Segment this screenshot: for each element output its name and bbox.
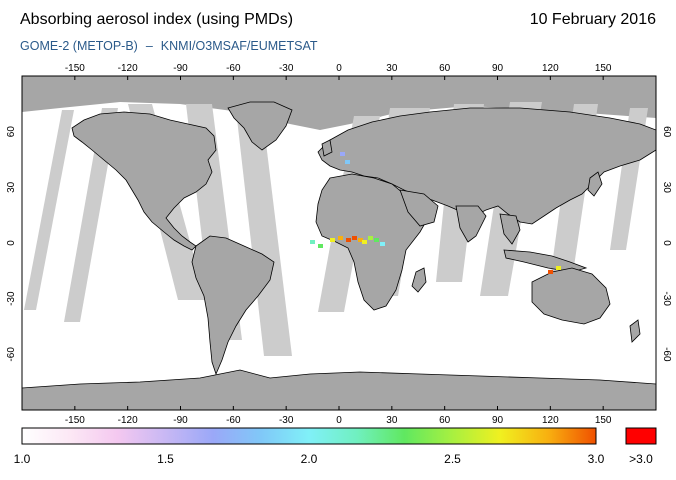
madagascar: [411, 267, 427, 293]
lat-tick-left: 0: [6, 240, 17, 246]
lon-tick-bottom: -60: [226, 415, 241, 426]
lon-tick-top: -120: [118, 63, 138, 74]
australia: [531, 267, 611, 325]
page-title: Absorbing aerosol index (using PMDs): [20, 11, 294, 28]
lon-tick-bottom: 60: [439, 415, 451, 426]
arabia: [399, 189, 439, 227]
lat-tick-left: 60: [6, 126, 17, 138]
lon-tick-top: -90: [173, 63, 188, 74]
instrument-label: GOME-2 (METOP-B): [20, 39, 138, 53]
lon-tick-top: 0: [336, 63, 342, 74]
lon-tick-bottom: 30: [386, 415, 398, 426]
south-america: [191, 235, 275, 376]
swath-gap: [24, 110, 74, 310]
aerosol-hotspot: [346, 238, 351, 242]
lat-tick-right: 60: [661, 126, 672, 138]
aerosol-hotspot: [548, 270, 553, 274]
aerosol-hotspot: [330, 238, 335, 242]
colorbar-label: 2.5: [444, 452, 461, 466]
lat-tick-right: -60: [661, 347, 672, 362]
date-label: 10 February 2016: [529, 11, 656, 28]
lon-tick-bottom: -120: [118, 415, 138, 426]
lon-tick-top: 30: [386, 63, 398, 74]
colorbar-label: 2.0: [300, 452, 318, 466]
lon-tick-top: 90: [492, 63, 504, 74]
greenland: [227, 101, 293, 151]
colorbar-label: 3.0: [587, 452, 605, 466]
aerosol-hotspot: [374, 238, 379, 242]
aerosol-hotspot: [310, 240, 315, 244]
southeast-asia: [499, 213, 521, 245]
colorbar-label: 1.5: [157, 452, 174, 466]
lat-tick-right: 30: [661, 182, 672, 194]
lon-tick-top: 60: [439, 63, 451, 74]
swath-gap: [64, 108, 118, 322]
aerosol-hotspot: [358, 238, 363, 242]
aerosol-hotspot: [362, 240, 367, 244]
aerosol-hotspot: [338, 236, 343, 240]
lon-tick-bottom: -90: [173, 415, 188, 426]
source-label: KNMI/O3MSAF/EUMETSAT: [160, 39, 318, 53]
aerosol-hotspot: [368, 236, 373, 240]
grid-ticks: -150 -150 -120 -120 -90 -90 -60 -60 -30 -30 0 0 30 30…: [6, 63, 672, 426]
lon-tick-bottom: 90: [492, 415, 504, 426]
swath-gap: [236, 110, 292, 356]
colorbar-overflow-swatch: [625, 427, 657, 445]
separator: –: [145, 39, 153, 53]
colorbar: [21, 427, 597, 445]
lat-tick-right: -30: [661, 291, 672, 306]
lon-tick-top: -150: [65, 63, 85, 74]
lon-tick-bottom: -150: [65, 415, 85, 426]
europe-asia: [317, 107, 656, 225]
aerosol-hotspot: [556, 266, 561, 270]
lon-tick-top: -30: [279, 63, 294, 74]
uk: [321, 139, 333, 157]
new-zealand: [629, 319, 641, 343]
aerosol-hotspot: [318, 244, 323, 248]
india: [455, 205, 487, 243]
aerosol-hotspot: [345, 160, 350, 164]
lon-tick-bottom: 120: [542, 415, 559, 426]
land-masses: [22, 101, 656, 410]
japan: [587, 171, 603, 197]
antarctica: [22, 369, 656, 410]
map-area: [22, 76, 656, 410]
aerosol-hotspot: [352, 236, 357, 240]
lon-tick-bottom: -30: [279, 415, 294, 426]
lon-tick-bottom: 150: [595, 415, 612, 426]
aerosol-hotspot: [340, 152, 345, 156]
aerosol-hotspot: [380, 242, 385, 246]
lon-tick-bottom: 0: [336, 415, 342, 426]
polar-night-region: [22, 76, 656, 130]
aerosol-hotspots: [310, 152, 561, 274]
lon-tick-top: -60: [226, 63, 241, 74]
lat-tick-left: 30: [6, 181, 17, 193]
lat-tick-left: -60: [6, 347, 17, 362]
north-america: [71, 111, 217, 251]
subtitle: GOME-2 (METOP-B) – KNMI/O3MSAF/EUMETSAT: [20, 38, 318, 54]
lat-tick-left: -30: [6, 291, 17, 306]
colorbar-label: 1.0: [13, 452, 31, 466]
colorbar-overflow-label: >3.0: [629, 452, 653, 466]
lat-tick-right: 0: [661, 240, 672, 246]
lon-tick-top: 120: [542, 63, 559, 74]
lon-tick-top: 150: [595, 63, 612, 74]
